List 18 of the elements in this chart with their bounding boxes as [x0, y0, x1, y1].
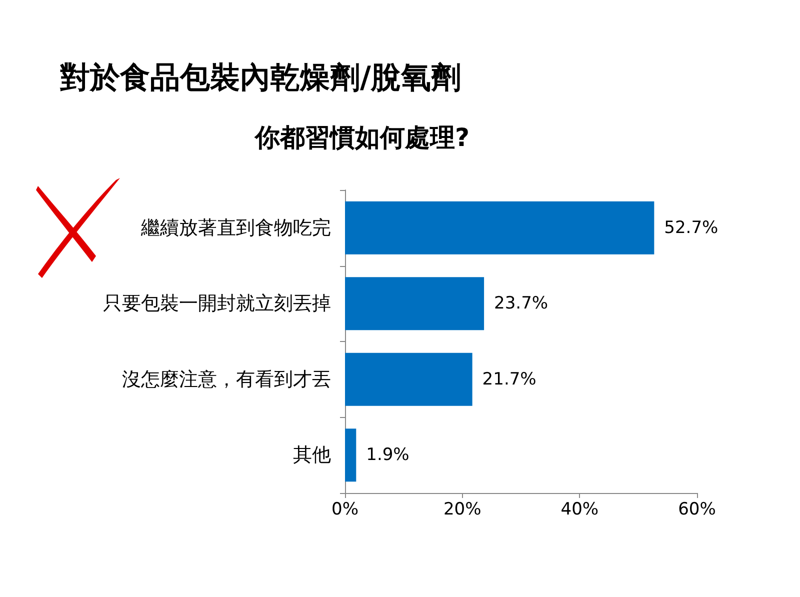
bar [345, 428, 356, 482]
data-label: 21.7% [482, 369, 536, 390]
bar [345, 277, 484, 330]
x-tick-label: 60% [678, 500, 716, 520]
x-tick-label: 0% [332, 500, 358, 520]
chart-subtitle: 你都習慣如何處理? [254, 123, 470, 152]
bar [345, 352, 472, 406]
x-tick-label: 40% [560, 500, 599, 520]
bar [345, 201, 654, 254]
data-label: 1.9% [366, 445, 410, 466]
y-tick-label: 繼續放著直到食物吃完 [140, 216, 331, 239]
data-label: 52.7% [664, 218, 718, 238]
y-tick-label: 其他 [293, 444, 331, 466]
x-tick-label: 20% [443, 500, 482, 520]
data-label: 23.7% [494, 294, 548, 314]
chart-title: 對於食品包裝內乾燥劑/脫氧劑 [59, 60, 461, 96]
y-tick-label: 只要包裝一開封就立刻丟掉 [103, 292, 331, 315]
y-tick-label: 沒怎麼注意，有看到才丟 [122, 368, 331, 390]
